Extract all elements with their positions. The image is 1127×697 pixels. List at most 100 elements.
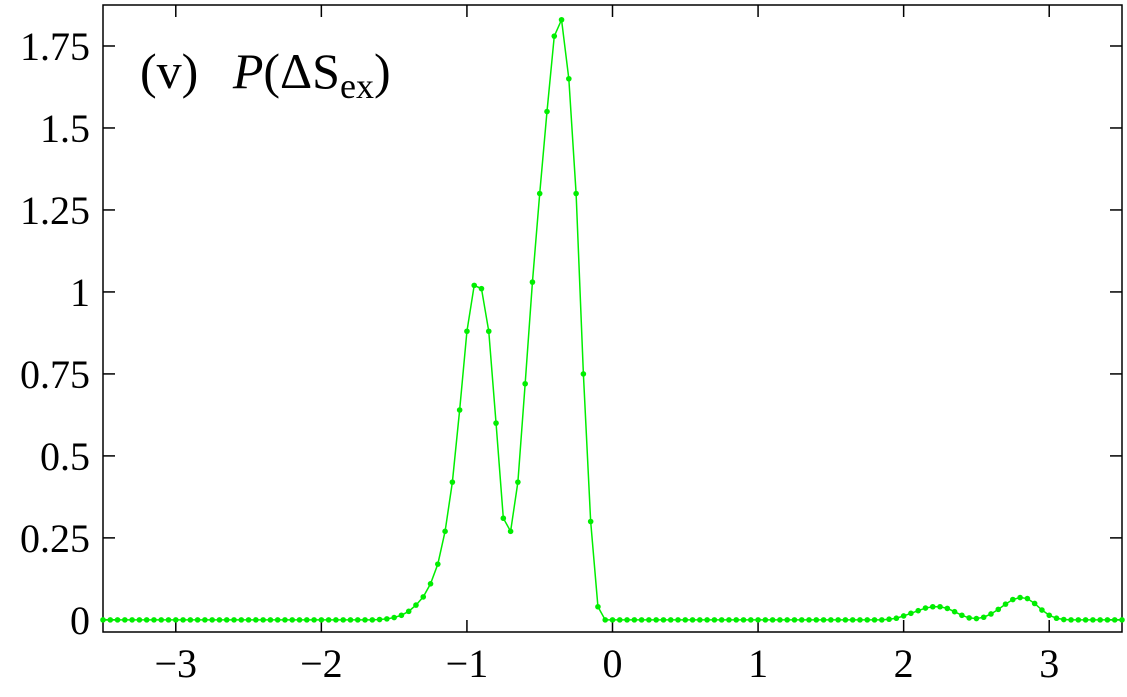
plot-frame [102, 4, 1123, 633]
data-point [1090, 617, 1096, 623]
data-point [456, 407, 463, 413]
y-tick-label: 1.75 [20, 24, 90, 69]
data-point [1024, 595, 1031, 602]
data-point [464, 328, 470, 335]
data-point [886, 616, 892, 623]
data-point [143, 617, 150, 623]
chart-title: (v) P(ΔSex) [140, 43, 391, 106]
data-point [980, 614, 987, 621]
x-tick-label: 0 [603, 641, 623, 686]
series-line [103, 16, 1122, 621]
data-point [267, 617, 274, 623]
data-point [638, 617, 645, 623]
x-tick-label: −1 [446, 641, 489, 686]
data-point [733, 617, 740, 623]
data-point [609, 617, 616, 623]
data-point [362, 617, 368, 623]
data-point [478, 285, 485, 292]
data-point [747, 617, 754, 623]
data-point [449, 479, 456, 485]
data-point [675, 617, 681, 623]
data-point [762, 617, 769, 623]
data-point [587, 518, 594, 525]
data-point [500, 515, 507, 522]
data-point [784, 617, 790, 623]
data-point [522, 380, 528, 387]
y-tick-label: 1.5 [40, 106, 90, 151]
data-point [1104, 617, 1111, 623]
data-point [915, 607, 921, 614]
data-point [180, 617, 186, 623]
data-point [1075, 617, 1082, 623]
data-point [1053, 615, 1060, 622]
data-point [347, 617, 354, 623]
data-point [718, 617, 725, 623]
data-point [202, 617, 208, 623]
data-point [966, 615, 972, 621]
data-point [682, 617, 689, 623]
data-point [304, 617, 310, 623]
y-tick-label: 1 [70, 270, 90, 315]
data-point [420, 594, 427, 600]
data-point [602, 617, 609, 623]
data-point [442, 528, 448, 535]
data-point [755, 617, 761, 623]
data-point [573, 190, 579, 197]
data-point [1068, 617, 1074, 623]
data-point [369, 617, 376, 623]
data-point [260, 617, 266, 623]
y-tick-label: 0.25 [20, 516, 90, 561]
data-point [820, 617, 827, 623]
data-point [544, 108, 550, 115]
data-point [624, 617, 630, 623]
data-point [995, 606, 1002, 613]
title-subscript: ex [340, 66, 374, 106]
data-point [165, 617, 172, 623]
data-point [325, 617, 332, 623]
data-point [122, 617, 128, 623]
data-point [231, 617, 237, 623]
data-point [376, 616, 383, 623]
data-point [580, 371, 587, 377]
x-tick-label: −3 [155, 641, 198, 686]
title-open: (ΔS [263, 43, 340, 99]
title-symbol: P [232, 43, 264, 99]
data-point [849, 617, 856, 623]
data-point [631, 617, 638, 623]
data-point [959, 612, 965, 619]
data-point [515, 479, 521, 485]
data-point [107, 617, 114, 623]
data-point [318, 617, 325, 623]
data-point [1119, 617, 1125, 623]
data-point [922, 605, 929, 611]
data-point [384, 616, 390, 622]
data-point [151, 617, 157, 623]
data-point [566, 75, 572, 82]
data-point [646, 617, 652, 623]
data-point [253, 617, 259, 623]
data-point [114, 617, 121, 623]
y-tick-label: 0.75 [20, 352, 90, 397]
data-point [667, 617, 674, 623]
data-point [245, 617, 252, 623]
data-point [864, 617, 871, 623]
data-point [1010, 596, 1016, 603]
data-point [857, 617, 863, 623]
data-point [194, 617, 201, 623]
x-tick-label: 3 [1039, 641, 1059, 686]
data-point [282, 617, 288, 623]
data-point [493, 420, 499, 426]
data-point [398, 612, 405, 619]
data-point [427, 580, 434, 587]
data-point [354, 617, 361, 623]
data-point [100, 617, 106, 623]
data-point [777, 617, 783, 623]
data-point [311, 617, 317, 623]
data-point [536, 190, 543, 197]
data-point [340, 617, 346, 623]
data-point [689, 617, 696, 623]
data-point [507, 528, 514, 535]
data-point [1046, 612, 1053, 619]
y-tick-label: 1.25 [20, 188, 90, 233]
